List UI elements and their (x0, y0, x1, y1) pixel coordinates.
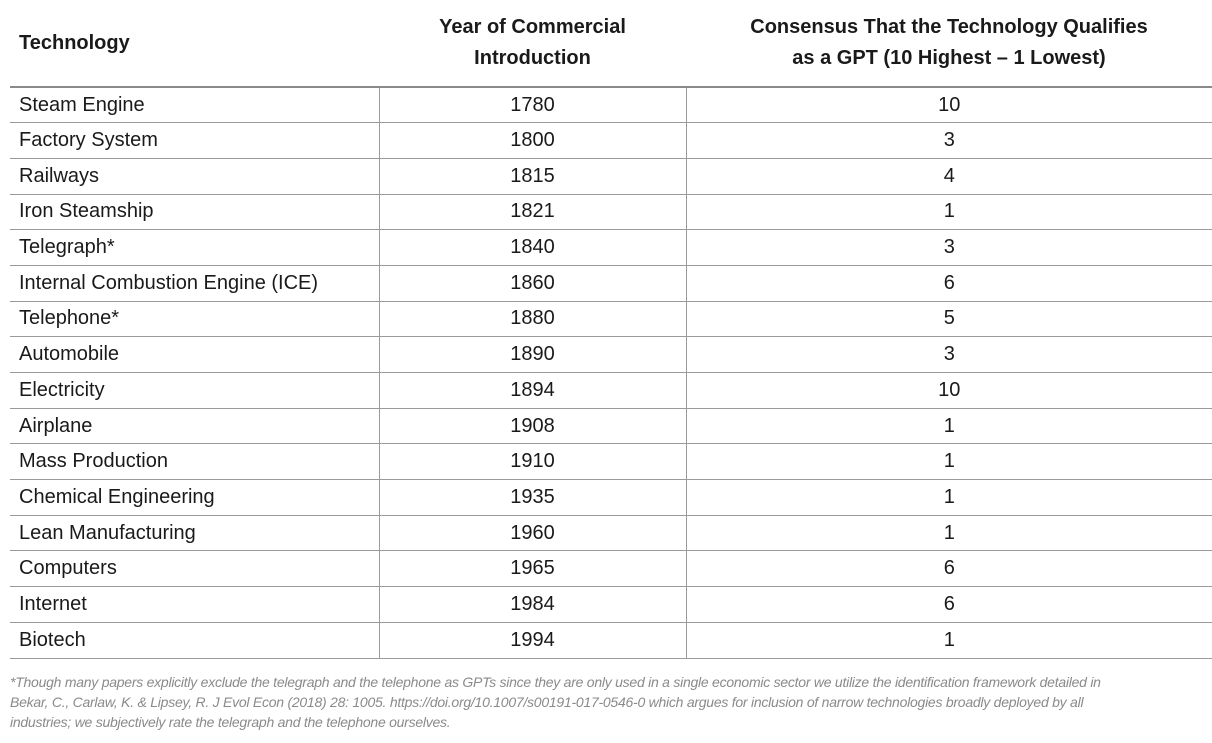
footnote-line-1: *Though many papers explicitly exclude t… (10, 674, 1101, 690)
cell-year: 1908 (379, 408, 687, 445)
table-row: Automobile 1890 3 (10, 336, 1212, 373)
cell-year: 1890 (379, 336, 687, 373)
cell-technology: Airplane (10, 408, 380, 445)
cell-year: 1910 (379, 443, 687, 481)
table-body: Steam Engine 1780 10 Factory System 1800 3 Rai… (10, 87, 1212, 659)
table-row: Biotech 1994 1 (10, 622, 1212, 659)
table-row: Internet 1984 6 (10, 586, 1212, 623)
cell-technology: Mass Production (10, 443, 380, 481)
header-consensus-line2: as a GPT (10 Highest – 1 Lowest) (792, 47, 1106, 69)
cell-technology: Iron Steamship (10, 194, 380, 231)
cell-technology: Automobile (10, 336, 380, 373)
gpt-table-container: Technology Year of Commercial Introducti… (10, 0, 1212, 659)
table-row: Lean Manufacturing 1960 1 (10, 515, 1212, 552)
cell-year: 1880 (379, 301, 687, 338)
table-row: Electricity 1894 10 (10, 372, 1212, 409)
header-technology-label: Technology (19, 31, 130, 54)
cell-consensus: 1 (686, 194, 1212, 231)
cell-technology: Biotech (10, 622, 380, 659)
cell-technology: Electricity (10, 372, 380, 409)
cell-technology: Internal Combustion Engine (ICE) (10, 265, 380, 302)
footnote-line-3: industries; we subjectively rate the tel… (10, 714, 451, 730)
cell-year: 1800 (379, 122, 687, 159)
cell-technology: Steam Engine (10, 87, 380, 124)
header-year: Year of Commercial Introduction (379, 0, 686, 88)
cell-consensus: 1 (686, 443, 1212, 481)
table-row: Telegraph* 1840 3 (10, 229, 1212, 266)
cell-consensus: 1 (686, 408, 1212, 445)
table-row: Computers 1965 6 (10, 550, 1212, 588)
cell-year: 1984 (379, 586, 687, 623)
table-row: Telephone* 1880 5 (10, 301, 1212, 338)
table-row: Steam Engine 1780 10 (10, 87, 1212, 124)
gpt-technology-table: Technology Year of Commercial Introducti… (10, 0, 1212, 659)
header-technology: Technology (10, 0, 379, 88)
cell-technology: Factory System (10, 122, 380, 159)
cell-consensus: 3 (686, 229, 1212, 266)
cell-consensus: 10 (686, 87, 1212, 124)
cell-consensus: 1 (686, 515, 1212, 552)
cell-technology: Railways (10, 158, 380, 195)
cell-consensus: 3 (686, 336, 1212, 373)
cell-technology: Internet (10, 586, 380, 623)
header-consensus: Consensus That the Technology Qualifies … (686, 0, 1212, 88)
header-year-line2: Introduction (474, 47, 591, 69)
cell-technology: Telephone* (10, 301, 380, 338)
cell-year: 1821 (379, 194, 687, 231)
footnote: *Though many papers explicitly exclude t… (10, 672, 1212, 732)
table-row: Internal Combustion Engine (ICE) 1860 6 (10, 265, 1212, 302)
table-row: Chemical Engineering 1935 1 (10, 479, 1212, 516)
cell-year: 1860 (379, 265, 687, 302)
cell-year: 1840 (379, 229, 687, 266)
table-row: Mass Production 1910 1 (10, 443, 1212, 481)
cell-consensus: 4 (686, 158, 1212, 195)
header-consensus-line1: Consensus That the Technology Qualifies (750, 16, 1148, 38)
table-row: Railways 1815 4 (10, 158, 1212, 195)
table-row: Airplane 1908 1 (10, 408, 1212, 445)
cell-year: 1935 (379, 479, 687, 516)
table-row: Factory System 1800 3 (10, 122, 1212, 159)
cell-year: 1994 (379, 622, 687, 659)
cell-consensus: 1 (686, 622, 1212, 659)
cell-year: 1960 (379, 515, 687, 552)
cell-technology: Telegraph* (10, 229, 380, 266)
cell-year: 1780 (379, 87, 687, 124)
cell-year: 1815 (379, 158, 687, 195)
cell-technology: Computers (10, 550, 380, 588)
cell-year: 1965 (379, 550, 687, 588)
cell-year: 1894 (379, 372, 687, 409)
cell-consensus: 3 (686, 122, 1212, 159)
cell-consensus: 5 (686, 301, 1212, 338)
cell-consensus: 10 (686, 372, 1212, 409)
cell-consensus: 6 (686, 586, 1212, 623)
footnote-line-2: Bekar, C., Carlaw, K. & Lipsey, R. J Evo… (10, 694, 1084, 710)
header-year-line1: Year of Commercial (439, 16, 626, 38)
cell-consensus: 6 (686, 265, 1212, 302)
table-header-row: Technology Year of Commercial Introducti… (10, 0, 1212, 88)
cell-technology: Chemical Engineering (10, 479, 380, 516)
cell-consensus: 6 (686, 550, 1212, 588)
cell-consensus: 1 (686, 479, 1212, 516)
table-row: Iron Steamship 1821 1 (10, 194, 1212, 231)
cell-technology: Lean Manufacturing (10, 515, 380, 552)
